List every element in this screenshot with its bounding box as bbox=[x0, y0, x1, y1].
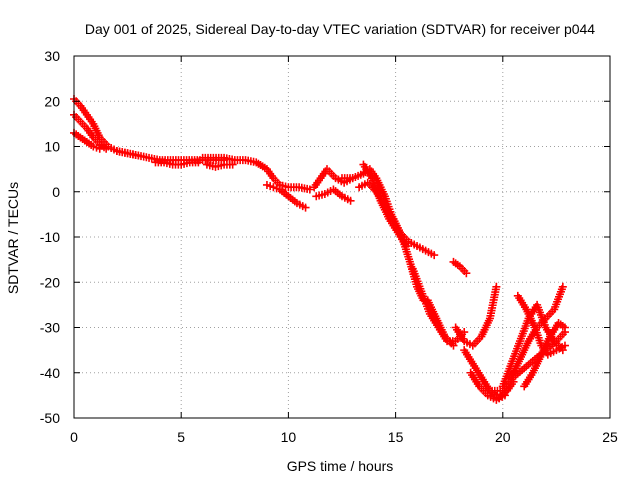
x-tick-label: 5 bbox=[177, 429, 185, 445]
y-tick-label: -10 bbox=[40, 229, 60, 245]
series-arc-9 bbox=[310, 165, 357, 192]
data-point bbox=[560, 341, 569, 350]
chart-title: Day 001 of 2025, Sidereal Day-to-day VTE… bbox=[85, 21, 595, 37]
x-axis-label: GPS time / hours bbox=[287, 458, 394, 474]
x-tick-label: 25 bbox=[602, 429, 618, 445]
series-arc-13 bbox=[359, 160, 411, 251]
series-arc-22 bbox=[507, 282, 567, 382]
y-tick-label: 20 bbox=[44, 93, 60, 109]
series-arc-24 bbox=[520, 318, 569, 391]
y-tick-label: -50 bbox=[40, 410, 60, 426]
data-point bbox=[449, 341, 458, 350]
y-tick-label: -30 bbox=[40, 320, 60, 336]
data-point bbox=[228, 160, 237, 169]
x-tick-label: 20 bbox=[495, 429, 511, 445]
y-axis-label: SDTVAR / TECUs bbox=[5, 182, 21, 294]
x-tick-label: 15 bbox=[388, 429, 404, 445]
grid-lines bbox=[74, 56, 610, 418]
series-arc-7 bbox=[202, 160, 237, 171]
y-tick-label: -20 bbox=[40, 274, 60, 290]
y-tick-label: -40 bbox=[40, 365, 60, 381]
data-point bbox=[95, 144, 104, 153]
data-point bbox=[346, 196, 355, 205]
data-point bbox=[492, 282, 501, 291]
series-arc-19 bbox=[466, 368, 509, 404]
data-point bbox=[430, 251, 439, 260]
data-point bbox=[305, 185, 314, 194]
x-tick-label: 10 bbox=[281, 429, 297, 445]
data-point bbox=[558, 282, 567, 291]
axis-ticks: 0 5 10 15 20 25 -50 -40 -30 -20 -10 0 10 20 30 bbox=[40, 48, 618, 445]
data-point bbox=[194, 158, 203, 167]
x-tick-label: 0 bbox=[70, 429, 78, 445]
series-arc-14 bbox=[408, 264, 469, 346]
data-points bbox=[70, 94, 569, 404]
series-arc-3 bbox=[70, 128, 104, 153]
series-arc-6 bbox=[198, 153, 314, 194]
series-arc-10 bbox=[312, 185, 355, 205]
data-point bbox=[402, 242, 411, 251]
series-arc-15 bbox=[423, 296, 458, 350]
series-arc-5 bbox=[151, 158, 203, 169]
y-tick-label: 30 bbox=[44, 48, 60, 64]
data-point bbox=[301, 203, 310, 212]
series-arc-16 bbox=[449, 257, 471, 278]
data-point bbox=[560, 323, 569, 332]
data-point bbox=[500, 391, 509, 400]
series-arc-17 bbox=[451, 282, 501, 350]
y-tick-label: 10 bbox=[44, 139, 60, 155]
y-tick-label: 0 bbox=[52, 184, 60, 200]
series-arc-8 bbox=[262, 180, 310, 212]
data-point bbox=[462, 269, 471, 278]
